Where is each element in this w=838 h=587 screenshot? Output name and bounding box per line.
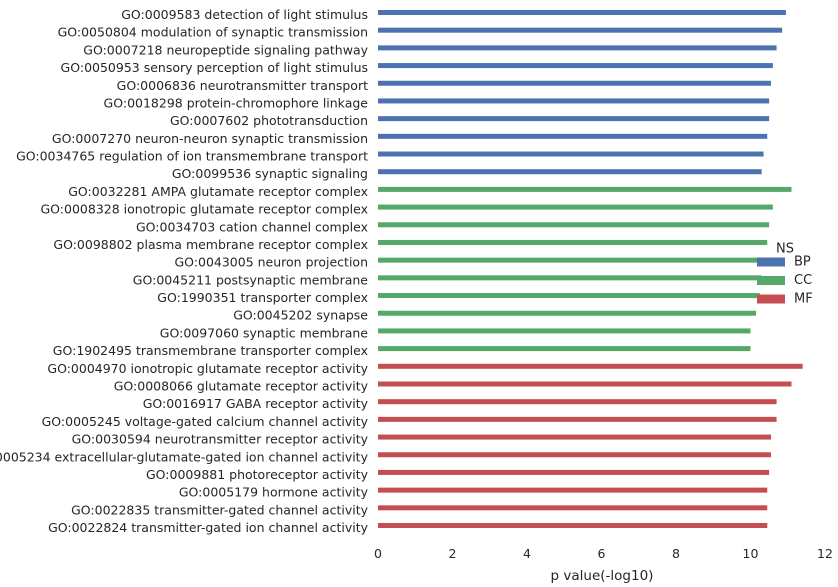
category-label: GO:0007602 phototransduction	[170, 113, 368, 128]
category-label: GO:0030594 neurotransmitter receptor act…	[72, 432, 369, 447]
bar-bp	[378, 45, 777, 51]
bar-cc	[378, 222, 770, 228]
category-label: GO:0099536 synaptic signaling	[172, 166, 368, 181]
category-label: GO:0034703 cation channel complex	[136, 219, 368, 234]
category-label: GO:0009881 photoreceptor activity	[146, 467, 369, 482]
category-label: GO:0008328 ionotropic glutamate receptor…	[41, 202, 369, 217]
category-label: GO:0050804 modulation of synaptic transm…	[58, 25, 368, 40]
bar-mf	[378, 363, 803, 369]
bar-mf	[378, 469, 770, 475]
bar-mf	[378, 505, 768, 511]
category-label: GO:0018298 protein-chromophore linkage	[104, 95, 369, 110]
category-label: GO:0016917 GABA receptor activity	[143, 396, 369, 411]
bars-layer	[378, 10, 803, 529]
bar-cc	[378, 204, 773, 210]
bar-bp	[378, 116, 770, 122]
legend-title: NS	[776, 242, 794, 257]
bar-mf	[378, 487, 768, 493]
x-axis-title: p value(-log10)	[551, 568, 654, 584]
category-label: GO:0006836 neurotransmitter transport	[117, 78, 368, 93]
bar-bp	[378, 98, 770, 104]
bar-bp	[378, 169, 762, 175]
bar-bp	[378, 10, 786, 15]
bar-cc	[378, 293, 760, 299]
bar-cc	[378, 346, 751, 352]
category-label: GO:0022835 transmitter-gated channel act…	[71, 502, 368, 517]
x-axis: 0 2 4 6 8 10 12	[374, 546, 833, 561]
x-tick-label: 12	[817, 546, 833, 561]
category-label: GO:0008066 glutamate receptor activity	[114, 378, 369, 393]
category-label: GO:0045211 postsynaptic membrane	[133, 272, 369, 287]
category-label: GO:0022824 transmitter-gated ion channel…	[48, 520, 369, 535]
category-label: GO:0007218 neuropeptide signaling pathwa…	[83, 42, 368, 57]
category-label: GO:0034765 regulation of ion transmembra…	[16, 149, 368, 164]
category-label: GO:0005234 extracellular-glutamate-gated…	[0, 449, 369, 464]
category-label: GO:0043005 neuron projection	[174, 255, 368, 270]
x-tick-label: 4	[523, 546, 531, 561]
category-label: GO:0050953 sensory perception of light s…	[61, 60, 368, 75]
category-label: GO:0007270 neuron-neuron synaptic transm…	[52, 131, 368, 146]
legend-label-bp: BP	[794, 255, 811, 270]
category-label: GO:0098802 plasma membrane receptor comp…	[53, 237, 368, 252]
bar-bp	[378, 151, 764, 157]
bar-mf	[378, 452, 771, 458]
x-tick-label: 6	[598, 546, 606, 561]
bar-mf	[378, 434, 771, 440]
bar-mf	[378, 381, 792, 387]
category-label: GO:0097060 synaptic membrane	[160, 325, 369, 340]
legend-swatch-mf	[757, 294, 785, 304]
bar-bp	[378, 133, 768, 139]
bar-cc	[378, 275, 762, 281]
category-label: GO:0005179 hormone activity	[179, 485, 369, 500]
bar-cc	[378, 328, 751, 334]
x-tick-label: 0	[374, 546, 382, 561]
bar-bp	[378, 27, 783, 33]
legend-label-cc: CC	[794, 273, 812, 288]
category-label: GO:0005245 voltage-gated calcium channel…	[42, 414, 369, 429]
bar-cc	[378, 186, 792, 192]
legend-swatch-cc	[757, 276, 785, 285]
legend-swatch-bp	[757, 257, 785, 267]
x-tick-label: 8	[672, 546, 680, 561]
category-label: GO:1990351 transporter complex	[157, 290, 368, 305]
category-labels: GO:0009583 detection of light stimulus GO…	[0, 7, 369, 535]
category-label: GO:0045202 synapse	[233, 308, 368, 323]
bar-bp	[378, 80, 771, 86]
category-label: GO:1902495 transmembrane transporter com…	[53, 343, 368, 358]
bar-mf	[378, 416, 777, 422]
bar-cc	[378, 310, 757, 316]
legend-label-mf: MF	[794, 292, 813, 307]
category-label: GO:0009583 detection of light stimulus	[121, 7, 368, 22]
category-label: GO:0004970 ionotropic glutamate receptor…	[47, 361, 368, 376]
bar-mf	[378, 399, 777, 405]
bar-mf	[378, 523, 768, 529]
bar-cc	[378, 257, 766, 263]
x-tick-label: 2	[449, 546, 457, 561]
category-label: GO:0032281 AMPA glutamate receptor compl…	[68, 184, 368, 199]
bar-bp	[378, 63, 773, 69]
bar-cc	[378, 239, 768, 245]
x-tick-label: 10	[743, 546, 759, 561]
